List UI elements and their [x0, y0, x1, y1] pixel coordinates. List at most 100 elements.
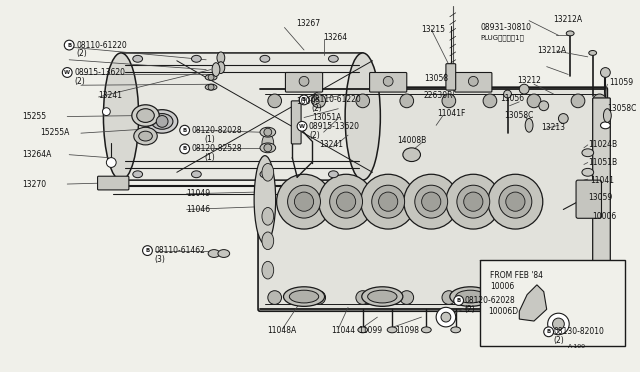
Text: 08110-61462: 08110-61462: [154, 246, 205, 255]
Circle shape: [106, 158, 116, 167]
Text: 13058C: 13058C: [607, 104, 637, 113]
Circle shape: [264, 144, 272, 152]
Text: 11041: 11041: [589, 176, 614, 185]
Circle shape: [442, 94, 456, 108]
FancyBboxPatch shape: [576, 180, 602, 218]
Text: 13270: 13270: [22, 180, 46, 189]
FancyBboxPatch shape: [258, 87, 607, 311]
Ellipse shape: [345, 53, 380, 180]
Ellipse shape: [450, 287, 491, 307]
Ellipse shape: [262, 232, 274, 250]
Circle shape: [464, 192, 483, 211]
Text: 13264A: 13264A: [22, 150, 52, 159]
Circle shape: [593, 291, 606, 304]
Text: 11056: 11056: [500, 94, 524, 103]
FancyBboxPatch shape: [446, 64, 456, 90]
Circle shape: [361, 174, 415, 229]
Circle shape: [404, 174, 459, 229]
Circle shape: [312, 291, 326, 304]
Circle shape: [454, 296, 463, 305]
Circle shape: [294, 192, 314, 211]
Ellipse shape: [262, 262, 274, 279]
Circle shape: [319, 174, 374, 229]
Circle shape: [356, 94, 369, 108]
Circle shape: [544, 327, 554, 337]
Circle shape: [446, 174, 500, 229]
Circle shape: [180, 125, 189, 135]
Text: W: W: [64, 70, 70, 75]
Circle shape: [400, 291, 413, 304]
Text: B: B: [302, 97, 306, 102]
Text: 11099: 11099: [358, 326, 382, 335]
Text: 13213: 13213: [541, 123, 565, 132]
Circle shape: [436, 307, 456, 327]
Text: (1): (1): [204, 153, 215, 162]
Text: 11041F: 11041F: [437, 109, 465, 118]
Text: 10005: 10005: [296, 97, 321, 106]
Text: B: B: [67, 43, 71, 48]
Ellipse shape: [254, 155, 276, 244]
Ellipse shape: [205, 84, 217, 90]
Circle shape: [276, 174, 332, 229]
Text: 11098: 11098: [395, 326, 419, 335]
Ellipse shape: [208, 250, 220, 257]
Circle shape: [62, 68, 72, 77]
Circle shape: [499, 185, 532, 218]
Circle shape: [468, 76, 478, 86]
Circle shape: [457, 185, 490, 218]
Polygon shape: [519, 285, 547, 321]
Ellipse shape: [191, 55, 202, 62]
Text: 10006: 10006: [490, 282, 514, 291]
Ellipse shape: [132, 171, 143, 178]
Ellipse shape: [147, 110, 178, 133]
Circle shape: [519, 84, 529, 94]
Text: (2): (2): [76, 49, 87, 58]
Text: (2): (2): [309, 131, 319, 140]
Circle shape: [180, 144, 189, 154]
Text: (3): (3): [154, 255, 165, 264]
Circle shape: [488, 174, 543, 229]
Text: 14008B: 14008B: [397, 137, 426, 145]
Circle shape: [400, 94, 413, 108]
Text: (2): (2): [465, 305, 476, 314]
Text: 13267: 13267: [296, 19, 321, 28]
Text: B: B: [182, 128, 187, 133]
Text: 11046: 11046: [187, 205, 211, 214]
Circle shape: [268, 291, 282, 304]
Ellipse shape: [212, 63, 220, 76]
Ellipse shape: [525, 119, 533, 132]
Circle shape: [506, 192, 525, 211]
Ellipse shape: [328, 55, 339, 62]
Circle shape: [504, 90, 511, 98]
Text: 11051B: 11051B: [588, 158, 617, 167]
Ellipse shape: [260, 127, 276, 137]
Text: PLUGプラグ（1）: PLUGプラグ（1）: [480, 34, 524, 41]
Ellipse shape: [260, 143, 276, 153]
Ellipse shape: [456, 290, 485, 303]
FancyBboxPatch shape: [454, 73, 492, 92]
Ellipse shape: [600, 122, 611, 129]
FancyBboxPatch shape: [121, 53, 363, 180]
Circle shape: [415, 185, 447, 218]
Text: 22630R: 22630R: [424, 92, 453, 100]
Text: 08120-82028: 08120-82028: [191, 126, 242, 135]
Text: 11059: 11059: [609, 78, 634, 87]
Text: 08110-61220: 08110-61220: [76, 41, 127, 49]
Circle shape: [264, 128, 272, 136]
Ellipse shape: [262, 164, 274, 181]
Circle shape: [442, 291, 456, 304]
Ellipse shape: [362, 287, 403, 307]
Circle shape: [527, 291, 541, 304]
Ellipse shape: [582, 186, 594, 194]
Text: 13212A: 13212A: [554, 15, 582, 24]
Ellipse shape: [260, 171, 270, 178]
Ellipse shape: [217, 62, 225, 74]
Ellipse shape: [566, 31, 574, 36]
Text: B: B: [182, 146, 187, 151]
Circle shape: [571, 94, 585, 108]
Text: A-100: A-100: [568, 344, 586, 349]
Text: 13241: 13241: [99, 92, 122, 100]
Text: 15255: 15255: [22, 112, 46, 121]
Ellipse shape: [328, 171, 339, 178]
Ellipse shape: [403, 148, 420, 161]
